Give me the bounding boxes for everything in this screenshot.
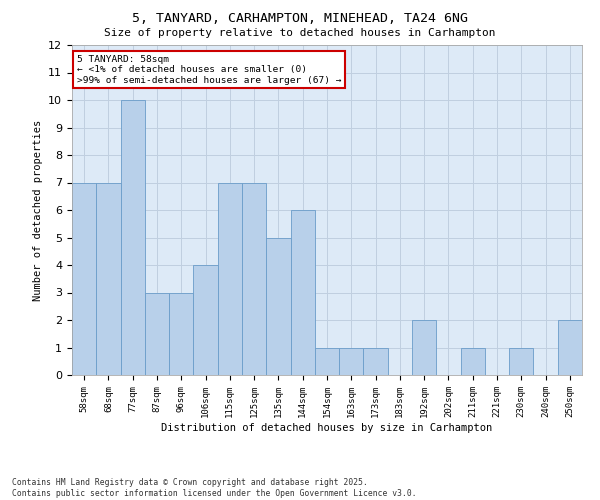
- Y-axis label: Number of detached properties: Number of detached properties: [32, 120, 43, 300]
- Text: Size of property relative to detached houses in Carhampton: Size of property relative to detached ho…: [104, 28, 496, 38]
- X-axis label: Distribution of detached houses by size in Carhampton: Distribution of detached houses by size …: [161, 422, 493, 432]
- Bar: [461, 348, 485, 375]
- Bar: [558, 320, 582, 375]
- Text: 5 TANYARD: 58sqm
← <1% of detached houses are smaller (0)
>99% of semi-detached : 5 TANYARD: 58sqm ← <1% of detached house…: [77, 55, 341, 84]
- Bar: [242, 182, 266, 375]
- Bar: [72, 182, 96, 375]
- Text: Contains HM Land Registry data © Crown copyright and database right 2025.
Contai: Contains HM Land Registry data © Crown c…: [12, 478, 416, 498]
- Bar: [121, 100, 145, 375]
- Bar: [339, 348, 364, 375]
- Bar: [509, 348, 533, 375]
- Bar: [266, 238, 290, 375]
- Bar: [145, 292, 169, 375]
- Bar: [315, 348, 339, 375]
- Bar: [96, 182, 121, 375]
- Bar: [290, 210, 315, 375]
- Bar: [193, 265, 218, 375]
- Bar: [364, 348, 388, 375]
- Bar: [412, 320, 436, 375]
- Bar: [169, 292, 193, 375]
- Bar: [218, 182, 242, 375]
- Text: 5, TANYARD, CARHAMPTON, MINEHEAD, TA24 6NG: 5, TANYARD, CARHAMPTON, MINEHEAD, TA24 6…: [132, 12, 468, 26]
